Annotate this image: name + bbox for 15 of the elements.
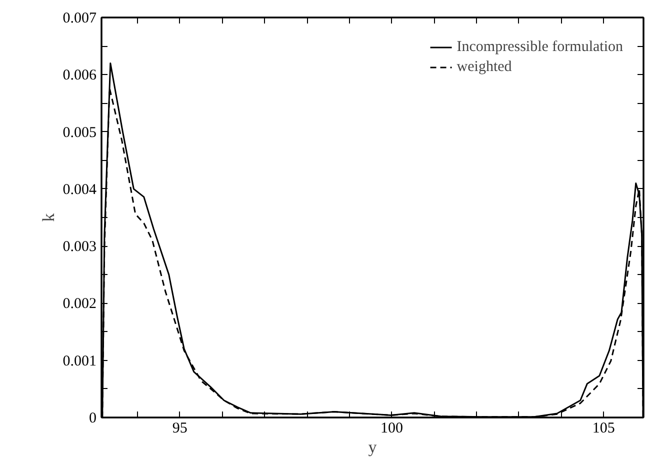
y-tick-label: 0.001 <box>62 353 96 370</box>
legend-label: Incompressible formulation <box>456 38 623 56</box>
y-tick-label: 0.007 <box>62 10 97 26</box>
x-axis-title: y <box>368 438 378 456</box>
y-tick-label: 0.004 <box>62 182 97 198</box>
y-tick-label: 0 <box>89 410 96 426</box>
x-tick-label: 105 <box>592 420 615 436</box>
x-tick-label: 95 <box>172 420 188 436</box>
y-tick-label: 0.003 <box>62 239 96 256</box>
y-tick-label: 0.002 <box>62 296 96 312</box>
x-tick-label: 100 <box>380 420 404 436</box>
y-tick-label: 0.005 <box>62 124 96 141</box>
legend-label: weighted <box>456 58 512 76</box>
y-axis-title: k <box>38 212 58 222</box>
y-tick-label: 0.006 <box>62 68 97 84</box>
